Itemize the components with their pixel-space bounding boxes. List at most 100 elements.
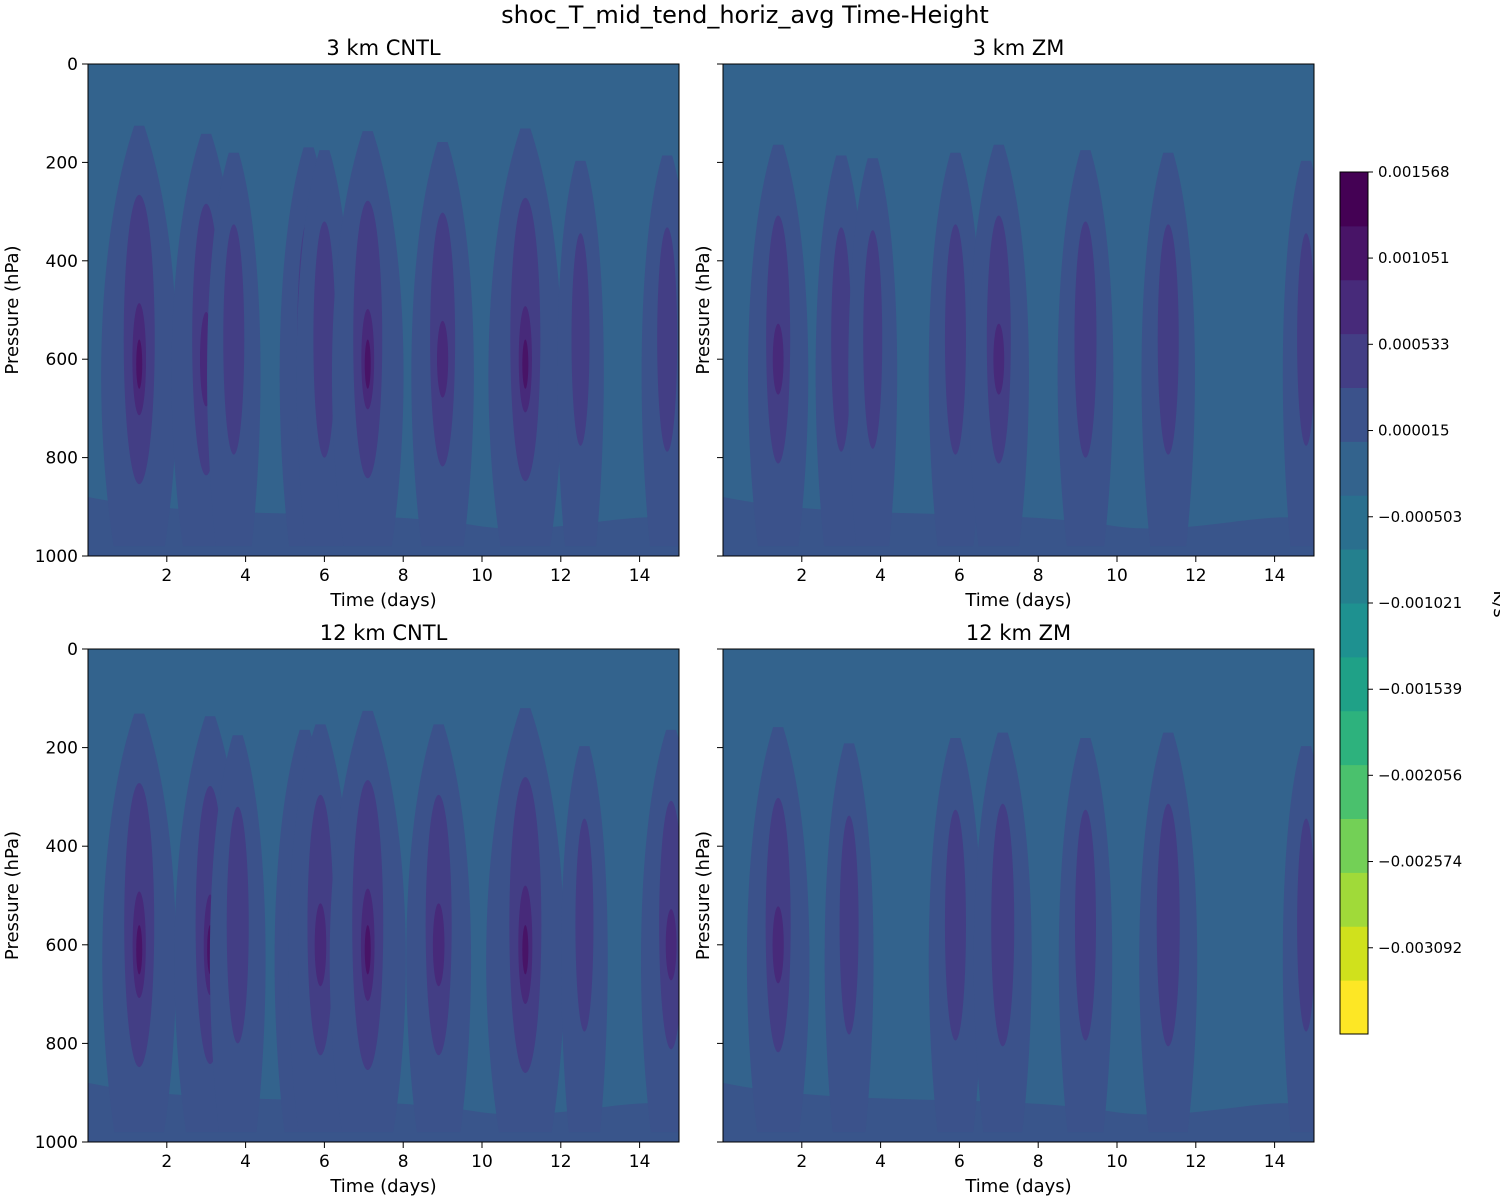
colorbar-tick-label: 0.000533 bbox=[1378, 335, 1450, 353]
y-axis-label: Pressure (hPa) bbox=[2, 245, 23, 374]
colorbar-tick-label: −0.002056 bbox=[1378, 766, 1462, 784]
colorbar-level-13 bbox=[1340, 333, 1368, 388]
convective-event-6 bbox=[329, 710, 406, 1133]
x-tick-label: 4 bbox=[240, 566, 251, 586]
x-tick-label: 6 bbox=[319, 566, 330, 586]
panel-2: 2 4 6 8 10 12 14 3 km ZM Time (days) Pressure (hP… bbox=[693, 36, 1315, 611]
colorbar-label: K/s bbox=[1489, 590, 1500, 617]
y-tick-label: 800 bbox=[46, 449, 78, 469]
convective-event-3 bbox=[209, 735, 266, 1133]
y-tick-label: 200 bbox=[46, 153, 78, 173]
convective-event-9 bbox=[557, 160, 604, 547]
y-tick-label: 600 bbox=[46, 936, 78, 956]
x-tick-label: 12 bbox=[550, 1152, 572, 1172]
axes-frame bbox=[87, 648, 680, 1143]
x-tick-label: 2 bbox=[796, 1152, 807, 1172]
colorbar-level-6 bbox=[1340, 710, 1368, 766]
y-axis-label: Pressure (hPa) bbox=[2, 831, 23, 960]
x-tick-label: 12 bbox=[1185, 566, 1207, 586]
convective-event-6 bbox=[1139, 732, 1198, 1133]
colorbar-level-1 bbox=[1340, 980, 1368, 1035]
y-tick-label: 200 bbox=[46, 739, 78, 759]
contour-fills bbox=[88, 125, 679, 556]
panel-4: 2 4 6 8 10 12 14 12 km ZM Time (days) Pressure (h… bbox=[693, 621, 1315, 1197]
axes-frame bbox=[87, 63, 680, 557]
colorbar-level-11 bbox=[1340, 441, 1368, 496]
convective-event-6 bbox=[1057, 150, 1114, 547]
colorbar-level-7 bbox=[1340, 656, 1368, 712]
x-tick-label: 12 bbox=[550, 566, 572, 586]
y-axis-label: Pressure (hPa) bbox=[693, 831, 714, 960]
x-tick-label: 14 bbox=[629, 566, 651, 586]
colorbar-tick-label: 0.001051 bbox=[1378, 249, 1450, 267]
contour-fills bbox=[723, 144, 1314, 556]
x-tick-label: 14 bbox=[629, 1152, 651, 1172]
x-tick-label: 8 bbox=[1033, 1152, 1044, 1172]
x-tick-label: 4 bbox=[875, 1152, 886, 1172]
convective-event-7 bbox=[411, 141, 474, 547]
panel-title: 3 km ZM bbox=[973, 36, 1065, 60]
x-tick-label: 2 bbox=[161, 566, 172, 586]
colorbar-level-15 bbox=[1340, 225, 1368, 281]
y-tick-label: 400 bbox=[46, 837, 78, 857]
convective-event-7 bbox=[1282, 746, 1314, 1133]
convective-event-3 bbox=[848, 158, 898, 547]
x-axis-label: Time (days) bbox=[964, 590, 1071, 611]
panels-group: 2 4 6 8 10 12 14 0 200 400 600 800 1000 3 km CNTL Time… bbox=[2, 36, 1315, 1197]
convective-event-10 bbox=[640, 729, 679, 1133]
x-tick-label: 10 bbox=[471, 1152, 493, 1172]
colorbar-level-3 bbox=[1340, 872, 1368, 927]
colorbar-level-2 bbox=[1340, 926, 1368, 981]
convective-event-8 bbox=[1282, 160, 1314, 547]
colorbar-level-8 bbox=[1340, 603, 1368, 658]
convective-event-7 bbox=[406, 724, 472, 1133]
convective-event-3 bbox=[928, 737, 983, 1133]
x-tick-label: 14 bbox=[1264, 1152, 1286, 1172]
x-tick-label: 12 bbox=[1185, 1152, 1207, 1172]
y-tick-label: 1000 bbox=[35, 1133, 78, 1153]
x-tick-label: 8 bbox=[398, 1152, 409, 1172]
colorbar-tick-label: −0.001539 bbox=[1378, 680, 1462, 698]
colorbar-tick-label: −0.002574 bbox=[1378, 853, 1462, 871]
colorbar-level-12 bbox=[1340, 387, 1368, 442]
x-tick-label: 2 bbox=[161, 1152, 172, 1172]
convective-event-6 bbox=[331, 131, 404, 547]
colorbar-level-14 bbox=[1340, 279, 1368, 335]
x-tick-label: 8 bbox=[1033, 566, 1044, 586]
x-tick-label: 6 bbox=[954, 566, 965, 586]
contour-fills bbox=[88, 708, 679, 1142]
x-tick-label: 10 bbox=[471, 566, 493, 586]
convective-event-10 bbox=[641, 155, 679, 547]
x-tick-label: 8 bbox=[398, 566, 409, 586]
panel-title: 3 km CNTL bbox=[326, 36, 441, 60]
convective-event-1 bbox=[101, 125, 178, 547]
colorbar-tick-label: −0.001021 bbox=[1378, 594, 1462, 612]
y-tick-label: 1000 bbox=[35, 547, 78, 567]
panel-title: 12 km CNTL bbox=[320, 621, 448, 645]
colorbar-tick-label: −0.000503 bbox=[1378, 508, 1462, 526]
x-tick-label: 10 bbox=[1106, 1152, 1128, 1172]
convective-event-8 bbox=[486, 708, 565, 1133]
x-tick-label: 4 bbox=[875, 566, 886, 586]
x-tick-label: 6 bbox=[954, 1152, 965, 1172]
convective-event-8 bbox=[488, 128, 563, 547]
panel-title: 12 km ZM bbox=[966, 621, 1071, 645]
colorbar-tick-label: −0.003092 bbox=[1378, 939, 1462, 957]
y-tick-label: 800 bbox=[46, 1034, 78, 1054]
convective-event-5 bbox=[968, 144, 1029, 547]
convective-event-1 bbox=[102, 713, 177, 1133]
convective-event-7 bbox=[1141, 152, 1195, 547]
contour-fills bbox=[723, 727, 1314, 1142]
convective-event-1 bbox=[748, 144, 809, 547]
y-tick-label: 600 bbox=[46, 350, 78, 370]
y-tick-label: 0 bbox=[67, 55, 78, 75]
y-axis-label: Pressure (hPa) bbox=[693, 245, 714, 374]
colorbar-level-16 bbox=[1340, 172, 1368, 227]
x-tick-label: 2 bbox=[796, 566, 807, 586]
x-tick-label: 10 bbox=[1106, 566, 1128, 586]
x-axis-label: Time (days) bbox=[329, 590, 436, 611]
panel-3: 2 4 6 8 10 12 14 0 200 400 600 800 1000 12 km CNTL Tim… bbox=[2, 621, 680, 1197]
axes-frame bbox=[722, 648, 1315, 1143]
colorbar-level-9 bbox=[1340, 549, 1368, 604]
